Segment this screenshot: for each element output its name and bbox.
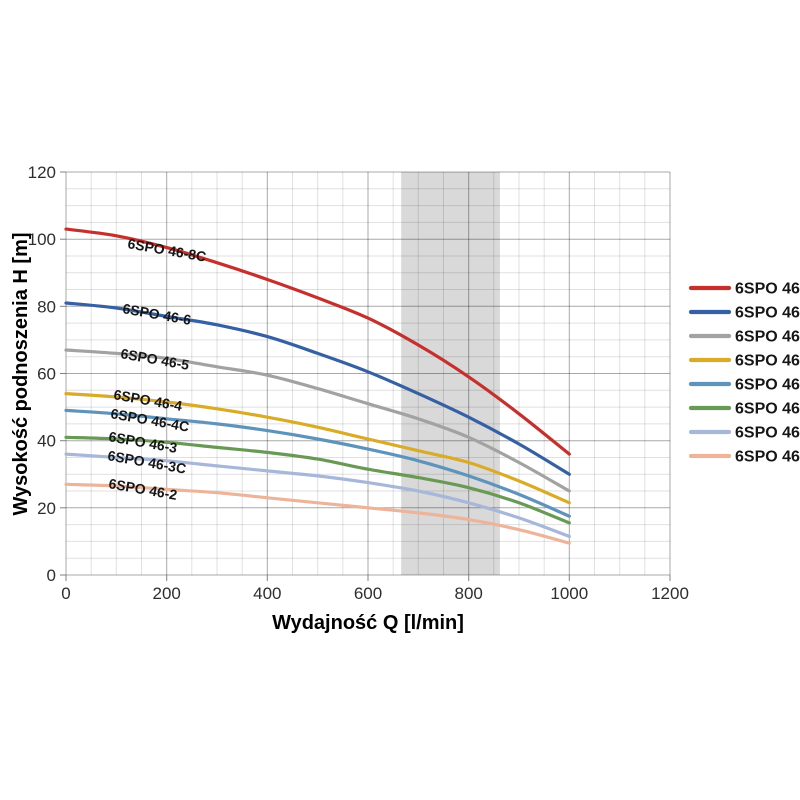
- y-tick-label: 120: [28, 163, 56, 182]
- legend-item-6spo-46-5: 6SPO 46-5: [688, 329, 800, 346]
- y-tick-label: 80: [37, 297, 56, 316]
- curve-6spo-46-3: [64, 435, 571, 525]
- curve-label-6spo-46-5: 6SPO 46-5: [119, 345, 190, 373]
- x-tick-label: 800: [455, 584, 483, 603]
- y-axis-title: Wysokość podnoszenia H [m]: [10, 232, 32, 515]
- legend-label-6spo-46-2: 6SPO 46-2: [735, 449, 800, 466]
- curve-6spo-46-5: [64, 348, 571, 493]
- y-tick-label: 100: [28, 230, 56, 249]
- curves-layer: [64, 227, 571, 545]
- curve-6spo-46-4: [64, 392, 571, 505]
- legend-item-6spo-46-4: 6SPO 46-4: [688, 353, 800, 370]
- legend-item-6spo-46-6: 6SPO 46-6: [688, 305, 800, 322]
- legend-label-6spo-46-4c: 6SPO 46-4C: [735, 377, 800, 394]
- curve-label-6spo-46-6: 6SPO 46-6: [121, 300, 192, 328]
- x-tick-label: 200: [153, 584, 181, 603]
- y-tick-label: 20: [37, 499, 56, 518]
- y-tick-label: 60: [37, 365, 56, 384]
- x-tick-label: 1200: [651, 584, 689, 603]
- curve-6spo-46-6: [64, 301, 571, 476]
- legend-item-6spo-46-4c: 6SPO 46-4C: [688, 377, 800, 394]
- legend-label-6spo-46-4: 6SPO 46-4: [735, 353, 800, 370]
- x-tick-label: 400: [253, 584, 281, 603]
- legend-label-6spo-46-3: 6SPO 46-3: [735, 401, 800, 418]
- legend: 6SPO 46-8C 6SPO 46-6 6SPO 46-5 6SPO 46-4 6SP…: [688, 281, 800, 466]
- legend-item-6spo-46-8c: 6SPO 46-8C: [688, 281, 800, 298]
- legend-label-6spo-46-8c: 6SPO 46-8C: [735, 281, 800, 298]
- x-tick-label: 0: [61, 584, 70, 603]
- x-tick-label: 1000: [550, 584, 588, 603]
- legend-label-6spo-46-5: 6SPO 46-5: [735, 329, 800, 346]
- x-axis-title: Wydajność Q [l/min]: [272, 612, 464, 634]
- y-tick-label: 0: [47, 566, 56, 585]
- curve-6spo-46-2: [64, 482, 571, 545]
- legend-item-6spo-46-3: 6SPO 46-3: [688, 401, 800, 418]
- legend-label-6spo-46-6: 6SPO 46-6: [735, 305, 800, 322]
- curve-label-6spo-46-2: 6SPO 46-2: [107, 475, 178, 503]
- curve-6spo-46-4c: [64, 408, 571, 518]
- x-tick-label: 600: [354, 584, 382, 603]
- legend-item-6spo-46-2: 6SPO 46-2: [688, 449, 800, 466]
- axis-ticks-layer: 0 200 400 600 800 1000 1200 0 20 40 60 80 100 120: [28, 163, 689, 603]
- curve-6spo-46-8c: [64, 227, 571, 456]
- legend-item-6spo-46-3c: 6SPO 46-3C: [688, 425, 800, 442]
- curve-6spo-46-3c: [64, 452, 571, 538]
- y-tick-label: 40: [37, 432, 56, 451]
- legend-label-6spo-46-3c: 6SPO 46-3C: [735, 425, 800, 442]
